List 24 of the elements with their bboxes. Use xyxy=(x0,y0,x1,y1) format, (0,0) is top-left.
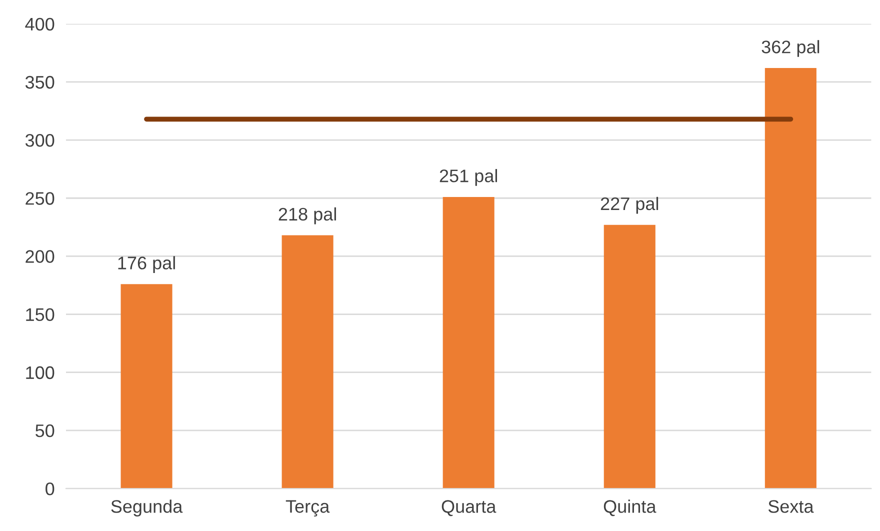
y-tick-label: 50 xyxy=(36,424,54,438)
x-tick-label: Sexta xyxy=(768,500,814,513)
y-tick-label: 350 xyxy=(25,76,54,89)
x-tick-label: Quinta xyxy=(604,500,656,516)
data-label: 362 pal xyxy=(762,40,820,57)
data-label: 176 pal xyxy=(118,256,175,273)
y-tick-label: 150 xyxy=(26,308,54,322)
y-tick-label: 400 xyxy=(25,18,54,31)
y-tick-label: 100 xyxy=(26,366,54,380)
bar xyxy=(120,284,172,489)
y-tick-label: 250 xyxy=(26,192,54,205)
bar xyxy=(282,235,334,489)
y-tick-label: 200 xyxy=(26,250,54,263)
bar xyxy=(442,196,494,489)
x-tick-label: Terça xyxy=(286,500,330,516)
y-tick-label: 300 xyxy=(25,134,54,147)
data-label: 218 pal xyxy=(278,207,336,224)
data-label: 251 pal xyxy=(440,169,498,186)
x-tick-label: Segunda xyxy=(111,500,183,516)
data-label: 227 pal xyxy=(600,196,658,214)
bar xyxy=(604,224,656,489)
y-tick-label: 0 xyxy=(46,482,54,496)
x-tick-label: Quarta xyxy=(442,500,496,516)
bar xyxy=(764,68,816,489)
